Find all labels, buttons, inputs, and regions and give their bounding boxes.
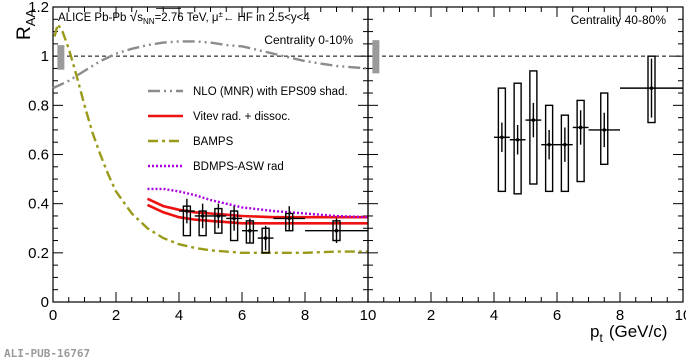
data-point <box>563 142 567 147</box>
data-point <box>248 228 252 233</box>
data-point <box>578 125 583 130</box>
systematic-box <box>544 104 554 193</box>
y-axis-title: RAA <box>14 9 38 40</box>
data-point <box>216 214 221 218</box>
model-curve <box>147 187 369 219</box>
centrality-label-right: Centrality 40-80% <box>571 13 667 27</box>
systematic-box <box>497 87 507 193</box>
data-point <box>263 236 268 240</box>
x-tick-label: 4 <box>175 307 183 324</box>
systematic-box <box>600 92 609 166</box>
y-tick-label: 1 <box>41 48 49 65</box>
systematic-box <box>647 55 656 124</box>
x-tick-label: 8 <box>616 307 624 324</box>
x-tick-label: 10 <box>360 307 377 324</box>
normalization-box-left <box>57 45 65 70</box>
systematic-box <box>513 82 522 195</box>
x-tick-label: 4 <box>490 307 498 324</box>
x-tick-label: 8 <box>301 307 309 324</box>
model-curve <box>146 203 368 225</box>
legend-label: BDMPS-ASW rad <box>193 161 284 173</box>
y-tick-label: 0.6 <box>28 147 49 164</box>
legend: NLO (MNR) with EPS09 shad. Vitev rad. + d… <box>148 86 348 173</box>
legend-label: BAMPS <box>193 136 234 148</box>
right-panel: 2 4 6 8 10 Centrality 40-80% <box>367 6 686 324</box>
y-tick-label: 0.8 <box>28 97 49 114</box>
systematic-box <box>576 99 585 183</box>
data-point <box>515 137 520 142</box>
data-point <box>547 142 551 147</box>
x-tick-label: 10 <box>675 307 686 324</box>
x-tick-label: 0 <box>49 307 57 324</box>
systematic-box <box>560 114 570 193</box>
right-panel-frame <box>367 6 684 303</box>
legend-label: Vitev rad. + dissoc. <box>193 111 290 123</box>
left-axis-ticks: 0 2 4 6 8 10 0 0.2 0.4 0.6 0.8 1 1.2 <box>28 0 376 324</box>
right-axis-ticks: 2 4 6 8 10 <box>367 6 686 324</box>
x-tick-label: 2 <box>112 307 120 324</box>
model-curve <box>52 40 369 90</box>
data-point <box>200 214 205 218</box>
data-point <box>531 118 536 122</box>
left-panel: 0 2 4 6 8 10 0 0.2 0.4 0.6 0.8 1 1.2 ALICE Pb-Pb √sN… <box>28 0 376 324</box>
data-point <box>602 128 607 132</box>
data-point <box>500 135 504 140</box>
x-axis-title: pt (GeV/c) <box>590 322 667 345</box>
normalization-box-right <box>372 40 380 74</box>
x-tick-label: 2 <box>427 307 435 324</box>
data-points-right <box>494 55 683 195</box>
data-point <box>649 86 654 90</box>
model-curves <box>52 21 369 254</box>
panel-header: ALICE Pb-Pb √sNN=2.76 TeV, μ±← HF in 2.5… <box>58 8 310 26</box>
model-curve <box>146 197 368 219</box>
data-point <box>334 228 339 233</box>
systematic-box <box>529 70 538 185</box>
legend-label: NLO (MNR) with EPS09 shad. <box>193 86 348 98</box>
data-point <box>232 216 236 221</box>
data-point <box>287 216 292 221</box>
y-tick-label: 1.2 <box>28 0 49 16</box>
y-tick-label: 0.4 <box>28 196 49 213</box>
x-tick-label: 6 <box>238 307 246 324</box>
data-point <box>185 209 189 213</box>
y-tick-label: 0 <box>41 294 49 311</box>
y-tick-label: 0.2 <box>28 245 49 262</box>
data-points-left <box>179 198 368 254</box>
figure-id-label: ALI-PUB-16767 <box>4 347 90 360</box>
x-tick-label: 6 <box>553 307 561 324</box>
centrality-label-left: Centrality 0-10% <box>264 33 353 47</box>
